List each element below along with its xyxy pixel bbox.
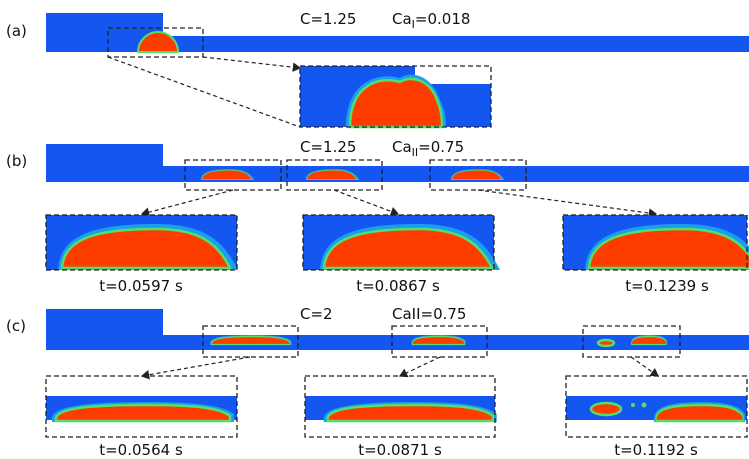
- zoom-views: [46, 396, 747, 422]
- param: CaII=0.75: [392, 305, 466, 323]
- arrow: [108, 57, 300, 127]
- time-label: t=0.0564 s: [99, 441, 183, 459]
- param: CaI=0.018: [392, 10, 470, 31]
- time-label: t=0.0867 s: [356, 277, 440, 295]
- arrow: [203, 57, 300, 68]
- time-label: t=0.1192 s: [614, 441, 698, 459]
- param: C=1.25: [300, 138, 356, 156]
- panel-label: (b): [6, 152, 27, 170]
- arrow: [142, 190, 233, 214]
- arrow: [400, 357, 440, 376]
- param: CaII=0.75: [392, 138, 464, 159]
- panel-label: (c): [6, 317, 26, 335]
- arrow: [334, 190, 398, 214]
- time-label: t=0.1239 s: [625, 277, 709, 295]
- param: C=2: [300, 305, 333, 323]
- figure: (a) C=1.25 CaI=0.018 (b) C=1.25 CaII=0.7…: [0, 0, 749, 459]
- time-label: t=0.0871 s: [358, 441, 442, 459]
- zoom-views: [46, 215, 749, 270]
- arrow: [478, 190, 656, 214]
- arrow: [142, 357, 250, 376]
- panel-label: (a): [6, 22, 27, 40]
- reservoir: [46, 144, 163, 182]
- param: C=1.25: [300, 10, 356, 28]
- channel: [163, 36, 749, 52]
- arrow: [631, 357, 658, 376]
- reservoir: [46, 309, 163, 350]
- time-label: t=0.0597 s: [99, 277, 183, 295]
